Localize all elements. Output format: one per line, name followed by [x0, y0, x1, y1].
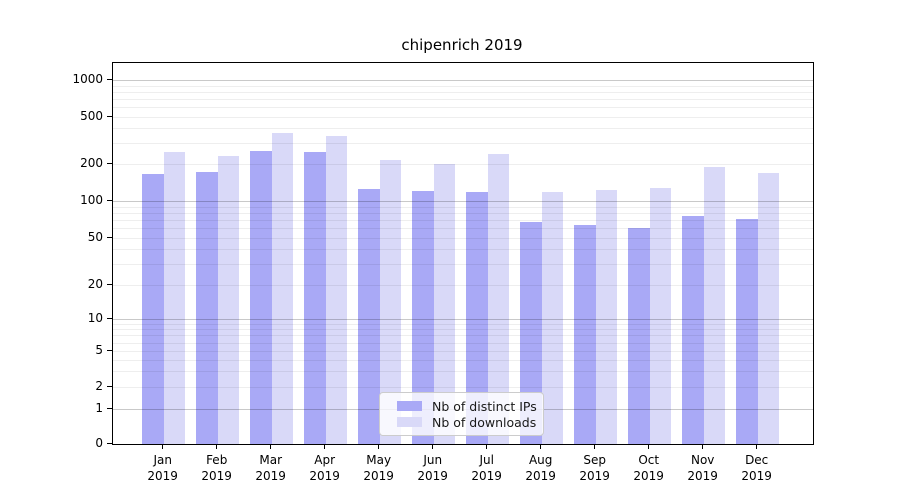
legend: Nb of distinct IPs Nb of downloads	[379, 392, 544, 436]
bar-distinct-ips-aug	[519, 221, 542, 444]
x-tick-label-dec: Dec 2019	[741, 453, 772, 483]
bar-downloads-may	[379, 159, 402, 444]
bar-distinct-ips-oct	[627, 228, 650, 444]
y-tick-label-50: 50	[87, 230, 103, 244]
y-tick-label-100: 100	[80, 193, 103, 207]
y-tick-mark-5	[107, 349, 112, 351]
x-tick-label-may: May 2019	[363, 453, 394, 483]
y-tick-mark-10	[107, 317, 112, 319]
x-tick-mark-jul	[486, 444, 488, 449]
x-tick-mark-jan	[162, 444, 164, 449]
legend-swatch-downloads	[397, 417, 422, 427]
x-tick-mark-feb	[216, 444, 218, 449]
x-tick-mark-mar	[270, 444, 272, 449]
x-tick-label-jul: Jul 2019	[471, 453, 502, 483]
y-tick-label-200: 200	[80, 156, 103, 170]
bar-distinct-ips-nov	[681, 216, 704, 444]
x-tick-label-nov: Nov 2019	[687, 453, 718, 483]
y-tick-mark-100	[107, 199, 112, 201]
bar-distinct-ips-mar	[249, 150, 272, 444]
y-tick-label-2: 2	[95, 379, 103, 393]
legend-swatch-distinct-ips	[397, 401, 422, 411]
x-tick-label-sep: Sep 2019	[579, 453, 610, 483]
y-tick-mark-1000	[107, 78, 112, 80]
y-tick-label-0: 0	[95, 436, 103, 450]
y-tick-mark-200	[107, 162, 112, 164]
x-tick-mark-jun	[432, 444, 434, 449]
bar-downloads-jul	[487, 154, 510, 444]
y-tick-label-500: 500	[80, 109, 103, 123]
bar-downloads-nov	[703, 166, 726, 444]
chart-title: chipenrich 2019	[401, 36, 523, 54]
bar-downloads-jan	[163, 151, 186, 444]
legend-item-distinct-ips: Nb of distinct IPs	[397, 398, 537, 414]
x-tick-mark-nov	[702, 444, 704, 449]
y-tick-label-1: 1	[95, 401, 103, 415]
y-tick-mark-20	[107, 283, 112, 285]
x-tick-mark-oct	[648, 444, 650, 449]
bar-downloads-apr	[325, 136, 348, 444]
bar-distinct-ips-apr	[303, 151, 326, 444]
y-tick-mark-2	[107, 385, 112, 387]
bar-distinct-ips-jul	[465, 192, 488, 444]
bars-layer	[113, 63, 813, 444]
y-tick-mark-1	[107, 407, 112, 409]
legend-label-distinct-ips: Nb of distinct IPs	[432, 398, 537, 414]
bar-distinct-ips-dec	[735, 219, 758, 444]
x-tick-label-feb: Feb 2019	[201, 453, 232, 483]
bar-distinct-ips-may	[357, 189, 380, 444]
x-tick-label-jan: Jan 2019	[147, 453, 178, 483]
y-tick-label-20: 20	[87, 277, 103, 291]
x-tick-mark-may	[378, 444, 380, 449]
x-tick-label-apr: Apr 2019	[309, 453, 340, 483]
x-tick-label-oct: Oct 2019	[633, 453, 664, 483]
bar-downloads-oct	[649, 188, 672, 444]
legend-item-downloads: Nb of downloads	[397, 414, 537, 430]
y-tick-label-1000: 1000	[72, 72, 103, 86]
bar-downloads-sep	[595, 190, 618, 444]
x-tick-mark-sep	[594, 444, 596, 449]
legend-label-downloads: Nb of downloads	[432, 414, 537, 430]
plot-area	[112, 62, 814, 445]
y-tick-mark-50	[107, 236, 112, 238]
bar-distinct-ips-jan	[141, 174, 164, 444]
y-tick-mark-0	[107, 442, 112, 444]
bar-distinct-ips-feb	[195, 171, 218, 444]
x-tick-mark-aug	[540, 444, 542, 449]
x-tick-mark-dec	[756, 444, 758, 449]
x-tick-label-jun: Jun 2019	[417, 453, 448, 483]
x-tick-label-mar: Mar 2019	[255, 453, 286, 483]
bar-downloads-aug	[541, 191, 564, 444]
y-tick-label-5: 5	[95, 343, 103, 357]
bar-downloads-feb	[217, 156, 240, 444]
bar-downloads-jun	[433, 164, 456, 444]
y-tick-mark-500	[107, 115, 112, 117]
x-tick-label-aug: Aug 2019	[525, 453, 556, 483]
bar-downloads-dec	[757, 172, 780, 444]
bar-distinct-ips-sep	[573, 224, 596, 444]
x-tick-mark-apr	[324, 444, 326, 449]
y-tick-label-10: 10	[87, 311, 103, 325]
bar-downloads-mar	[271, 132, 294, 444]
bar-distinct-ips-jun	[411, 191, 434, 444]
